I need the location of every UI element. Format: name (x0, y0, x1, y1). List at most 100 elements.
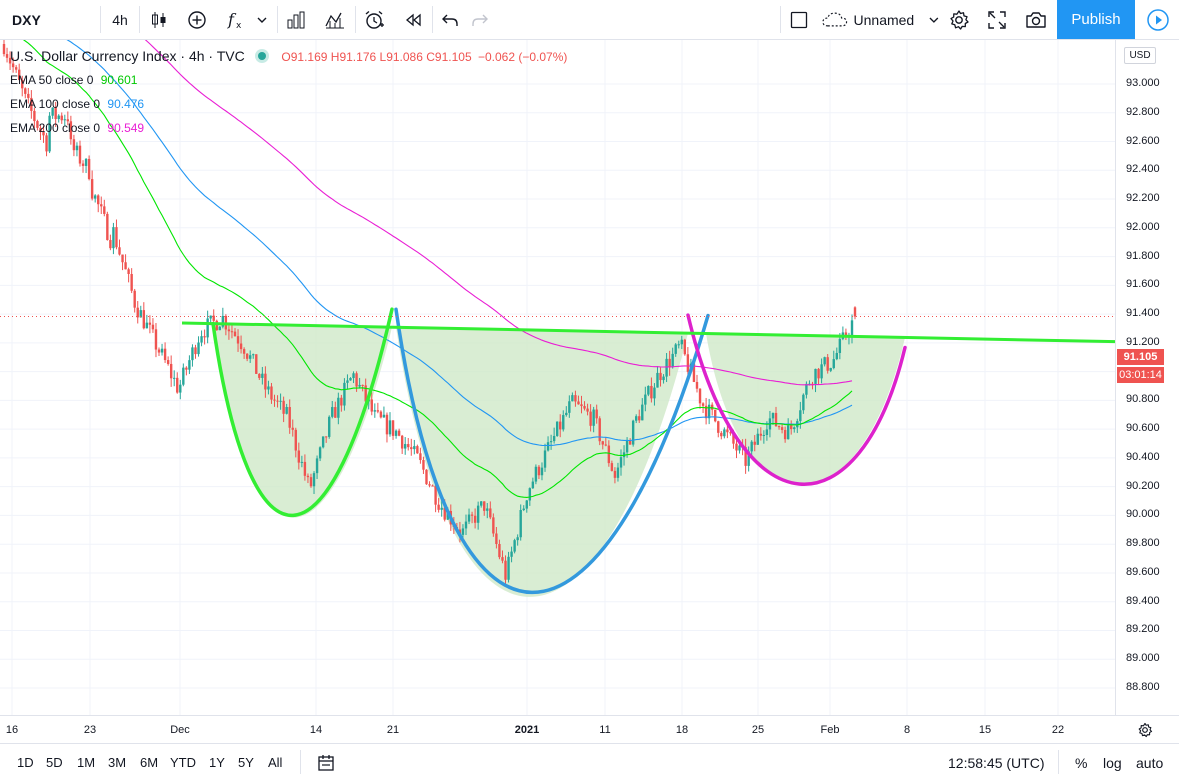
range-button-5d[interactable]: 5D (46, 744, 63, 781)
range-label: 5D (46, 755, 63, 770)
range-button-3m[interactable]: 3M (108, 744, 126, 781)
log-label: log (1103, 754, 1122, 771)
candle-body (8, 57, 12, 64)
candle-body (428, 484, 431, 486)
candle-body (14, 67, 18, 70)
ema50-line (22, 40, 853, 498)
range-button-1m[interactable]: 1M (77, 744, 95, 781)
candle-body (124, 262, 127, 270)
publish-button[interactable]: Publish (1057, 0, 1135, 39)
candle-body (692, 363, 696, 382)
settings-button[interactable] (942, 0, 976, 39)
undo-button[interactable] (434, 0, 466, 39)
pattern-area (213, 323, 905, 597)
templates-button[interactable] (318, 0, 352, 39)
candle-body (419, 453, 422, 461)
indicator-label: EMA 200 close 0 (10, 121, 101, 135)
timezone-button[interactable]: 12:58:45 (UTC) (948, 744, 1044, 781)
candle-body (176, 377, 179, 393)
chart-pane[interactable]: U.S. Dollar Currency Index · 4h · TVC O9… (0, 40, 1115, 715)
snapshot-button[interactable] (1019, 0, 1053, 39)
redo-button[interactable] (464, 0, 496, 39)
currency-badge[interactable]: USD (1124, 47, 1156, 64)
legend-ema50[interactable]: EMA 50 close 0 90.601 (10, 73, 137, 87)
interval-button[interactable]: 4h (101, 0, 139, 39)
candle-body (650, 385, 653, 399)
candle-body (774, 412, 778, 427)
toolbar-divider (100, 6, 101, 33)
candle-body (647, 385, 650, 395)
range-button-1d[interactable]: 1D (17, 744, 34, 781)
candle-body (218, 326, 221, 331)
candle-body (783, 429, 787, 440)
candle-body (580, 404, 583, 407)
range-button-5y[interactable]: 5Y (238, 744, 254, 781)
price-tick-label: 89.400 (1126, 594, 1160, 607)
percent-toggle[interactable]: % (1075, 744, 1087, 781)
indicator-value: 90.601 (100, 73, 138, 87)
range-label: 1M (77, 755, 96, 770)
range-button-6m[interactable]: 6M (140, 744, 158, 781)
time-tick-label: 14 (309, 724, 323, 736)
candle-body (394, 430, 398, 436)
range-button-ytd[interactable]: YTD (170, 744, 196, 781)
candle-body (686, 354, 690, 372)
price-scale[interactable]: 9 USD 93.00092.80092.60092.40092.20092.0… (1115, 40, 1179, 715)
candle-body (425, 469, 428, 485)
candle-body (267, 386, 270, 390)
bar-countdown-tag: 03:01:14 (1117, 367, 1164, 383)
layout-menu-button[interactable]: Unnamed (822, 0, 940, 39)
financials-button[interactable] (279, 0, 313, 39)
candle-body (349, 378, 352, 381)
chevron-down-icon (257, 17, 267, 23)
time-tick-label: 25 (751, 724, 765, 736)
legend-main: U.S. Dollar Currency Index · 4h · TVC O9… (10, 48, 567, 64)
go-to-date-button[interactable] (313, 744, 339, 781)
scale-settings-button[interactable] (1133, 720, 1157, 740)
candle-body (695, 381, 699, 389)
candle-body (270, 386, 273, 400)
candle-body (66, 119, 70, 122)
candle-body (194, 347, 197, 355)
legend-title: U.S. Dollar Currency Index · 4h · TVC (10, 48, 245, 64)
candle-body (820, 364, 823, 379)
time-scale[interactable]: 16 23 Dec 14 21 2021 11 18 25 Feb 8 15 22 (0, 715, 1179, 744)
candle-body (166, 360, 170, 364)
range-button-all[interactable]: All (268, 744, 282, 781)
candle-body (33, 110, 36, 122)
gear-icon (950, 9, 969, 30)
candle-body (464, 521, 468, 529)
play-button[interactable] (1137, 0, 1179, 39)
candle-body (103, 206, 106, 214)
legend-ema100[interactable]: EMA 100 close 0 90.476 (10, 97, 144, 111)
candle-body (555, 421, 559, 436)
select-checkbox[interactable] (784, 0, 814, 39)
candle-body (191, 347, 194, 361)
price-tick-label: 91.600 (1126, 278, 1160, 291)
candle-body (248, 355, 252, 359)
compare-button[interactable] (180, 0, 214, 39)
bottom-toolbar: 1D 5D 1M 3M 6M YTD 1Y 5Y All 12:58:45 (UTC) % lo… (0, 743, 1179, 781)
symbol-search-button[interactable]: DXY (0, 0, 100, 39)
fullscreen-button[interactable] (980, 0, 1014, 39)
chart-style-button[interactable] (142, 0, 176, 39)
candle-body (492, 517, 495, 534)
candle-body (42, 131, 45, 136)
ema100-line (66, 40, 853, 447)
replay-button[interactable] (396, 0, 430, 39)
alert-button[interactable] (357, 0, 391, 39)
time-tick-label: 22 (1051, 724, 1065, 736)
candle-body (328, 416, 331, 437)
log-toggle[interactable]: log (1103, 744, 1122, 781)
candle-body (479, 501, 483, 506)
auto-toggle[interactable]: auto (1136, 744, 1163, 781)
price-chart[interactable] (0, 40, 1115, 715)
price-tick-label: 90.800 (1126, 393, 1160, 406)
candle-body (625, 440, 629, 453)
range-button-1y[interactable]: 1Y (209, 744, 225, 781)
play-circle-icon (1147, 8, 1169, 31)
candle-body (671, 353, 674, 368)
legend-ema200[interactable]: EMA 200 close 0 90.549 (10, 121, 144, 135)
candle-body (331, 407, 334, 417)
